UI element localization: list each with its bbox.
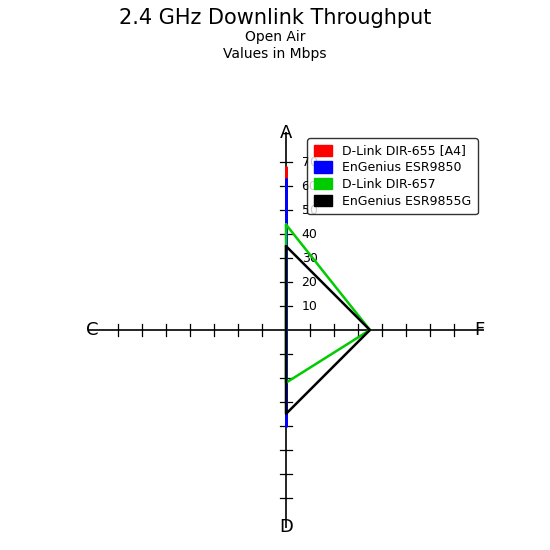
Text: Open Air: Open Air bbox=[245, 30, 305, 44]
Text: 10: 10 bbox=[301, 300, 317, 312]
Text: 50: 50 bbox=[301, 204, 317, 217]
Text: A: A bbox=[280, 124, 292, 142]
Text: 70: 70 bbox=[301, 156, 317, 169]
Text: F: F bbox=[474, 321, 484, 339]
Text: 20: 20 bbox=[301, 276, 317, 289]
Text: C: C bbox=[86, 321, 98, 339]
Text: D: D bbox=[279, 518, 293, 536]
Text: 40: 40 bbox=[301, 228, 317, 240]
Text: Values in Mbps: Values in Mbps bbox=[223, 47, 327, 60]
Text: 2.4 GHz Downlink Throughput: 2.4 GHz Downlink Throughput bbox=[119, 8, 431, 28]
Legend: D-Link DIR-655 [A4], EnGenius ESR9850, D-Link DIR-657, EnGenius ESR9855G: D-Link DIR-655 [A4], EnGenius ESR9850, D… bbox=[307, 138, 478, 214]
Text: 60: 60 bbox=[301, 180, 317, 192]
Text: 30: 30 bbox=[301, 251, 317, 265]
